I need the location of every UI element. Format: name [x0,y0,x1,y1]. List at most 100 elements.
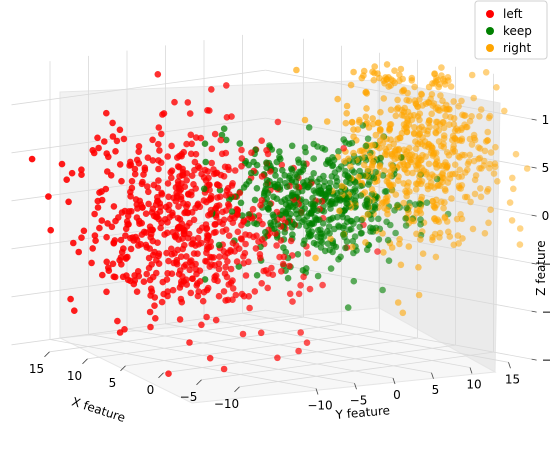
x-tick-mark [82,358,88,365]
z-tick-mark [531,262,537,265]
data-point-keep [303,222,310,230]
data-point-left [215,292,223,300]
data-point-left [295,290,303,298]
data-point-keep [417,216,424,223]
data-point-left [204,243,211,250]
data-point-right [323,118,331,125]
data-point-right [388,150,396,158]
data-point-keep [349,237,357,245]
data-point-keep [394,201,401,209]
data-point-left [223,114,231,121]
z-gridline [265,165,532,216]
data-point-keep [310,170,318,177]
data-points [28,61,531,378]
data-point-keep [341,171,349,178]
data-point-right [477,193,485,201]
data-point-left [142,210,150,217]
data-point-left [147,292,154,299]
legend: left keep right [474,0,548,60]
data-point-left [192,266,200,273]
z-gridline [265,309,532,360]
data-point-right [501,107,508,115]
x-tick-label: 15 [29,362,44,376]
data-point-left [210,229,218,236]
data-point-right [394,135,401,143]
data-point-keep [375,236,383,243]
data-point-keep [299,179,307,186]
data-point-keep [364,135,372,142]
data-point-left [164,180,172,187]
data-point-left [300,273,307,281]
data-point-left [238,221,245,229]
data-point-left [133,201,141,208]
data-point-right [487,206,494,213]
data-point-right [494,178,501,185]
data-point-right [371,63,379,70]
y-gridline [203,318,471,368]
data-point-keep [357,230,365,237]
data-point-left [220,288,228,295]
data-point-left [200,197,208,204]
data-point-right [425,83,433,91]
data-point-keep [272,172,279,179]
data-point-right [516,241,524,248]
data-point-left [216,253,223,260]
data-point-keep [247,169,255,177]
data-point-left [212,316,220,324]
data-point-left [194,292,202,300]
data-point-right [348,243,356,251]
data-point-left [103,288,110,296]
data-point-left [255,238,262,245]
data-point-right [405,243,413,250]
data-point-left [238,155,246,162]
data-point-left [204,107,211,114]
data-point-right [451,127,459,134]
data-point-right [409,169,416,177]
data-point-left [175,203,182,210]
y-tick-label: 0 [393,388,401,402]
data-point-keep [269,211,277,219]
data-point-left [286,290,294,298]
data-point-left [186,266,193,274]
data-point-left [218,150,226,158]
data-point-right [428,110,436,118]
data-point-left [184,190,192,198]
data-point-right [396,235,403,243]
data-point-left [135,242,142,249]
data-point-left [177,253,185,260]
data-point-left [152,315,159,322]
data-point-left [140,171,147,178]
data-point-right [408,74,416,82]
data-point-right [418,90,425,98]
data-point-left [257,254,264,262]
x-gridline [49,316,304,353]
data-point-keep [379,172,387,179]
data-point-left [165,257,172,265]
data-point-left [104,168,111,175]
data-point-left [109,119,116,127]
data-point-right [398,88,406,95]
legend-label-keep: keep [503,24,532,38]
data-point-keep [350,277,358,285]
data-point-left [227,265,235,273]
data-point-left [229,239,237,247]
y-tick-mark [315,388,319,395]
data-point-left [145,254,153,262]
data-point-right [446,171,454,178]
data-point-keep [353,216,361,223]
data-point-right [435,138,443,145]
data-point-keep [335,148,342,155]
data-point-left [154,71,162,78]
y-gridline [88,333,355,384]
data-point-keep [327,265,335,272]
data-point-left [190,216,198,224]
data-point-left [154,193,161,201]
y-tick-mark [469,367,473,374]
data-point-right [342,119,350,127]
data-point-right [412,186,420,193]
data-point-left [155,140,162,148]
y-gridline [49,339,317,389]
data-point-right [485,219,492,227]
data-point-keep [363,246,371,253]
data-point-left [70,239,77,247]
